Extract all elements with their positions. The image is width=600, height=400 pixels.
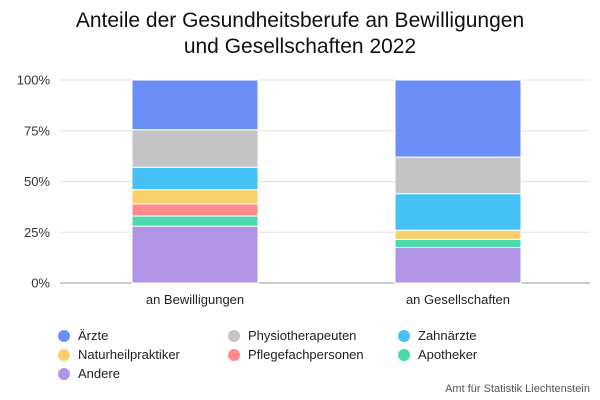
bar-segment xyxy=(131,166,259,191)
legend-swatch xyxy=(398,329,410,342)
x-axis-labels: an Bewilligungen an Gesellschaften xyxy=(146,292,510,307)
legend-swatch xyxy=(228,348,240,361)
y-tick-label: 25% xyxy=(24,225,50,240)
y-axis-ticks: 0% 25% 50% 75% 100% xyxy=(17,73,51,291)
legend-item: Physiotherapeuten xyxy=(228,327,398,344)
legend-swatch xyxy=(58,348,70,361)
y-tick-label: 50% xyxy=(24,174,50,189)
bar-segment xyxy=(131,189,259,205)
legend-label: Physiotherapeuten xyxy=(248,328,357,343)
y-tick-label: 100% xyxy=(17,73,51,88)
legend-item: Naturheilpraktiker xyxy=(58,346,228,363)
legend-swatch xyxy=(228,329,240,342)
x-category-label: an Gesellschaften xyxy=(406,292,510,307)
bar-segment xyxy=(131,225,259,284)
chart-title: Anteile der Gesundheitsberufe an Bewilli… xyxy=(0,8,600,60)
bar-segment xyxy=(394,79,522,158)
legend-item: Andere xyxy=(58,365,228,382)
bar-segment xyxy=(131,79,259,131)
legend-swatch xyxy=(58,329,70,342)
bar-segment xyxy=(394,193,522,231)
legend-label: Apotheker xyxy=(418,347,478,362)
legend-swatch xyxy=(58,367,70,380)
legend-item: Apotheker xyxy=(398,346,568,363)
source-note: Amt für Statistik Liechtenstein xyxy=(445,383,590,395)
legend: Ärzte Physiotherapeuten Zahnärzte Naturheil… xyxy=(58,327,578,382)
bar-segment xyxy=(394,246,522,284)
bar-segment xyxy=(394,229,522,240)
legend-label: Ärzte xyxy=(78,328,109,343)
legend-label: Zahnärzte xyxy=(418,328,477,343)
bars xyxy=(131,79,522,284)
x-category-label: an Bewilligungen xyxy=(146,292,244,307)
bar-segment xyxy=(394,156,522,195)
chart-title-line-1: Anteile der Gesundheitsberufe an Bewilli… xyxy=(75,9,525,32)
bar-segment xyxy=(131,203,259,217)
legend-label: Naturheilpraktiker xyxy=(78,347,180,362)
legend-item: Pflegefachpersonen xyxy=(228,346,398,363)
legend-item: Zahnärzte xyxy=(398,327,568,344)
chart-title-line-2: und Gesellschaften 2022 xyxy=(183,35,417,58)
legend-label: Pflegefachpersonen xyxy=(248,347,364,362)
legend-item: Ärzte xyxy=(58,327,228,344)
y-tick-label: 75% xyxy=(24,123,50,138)
legend-label: Andere xyxy=(78,366,120,381)
bar-segment xyxy=(131,129,259,168)
bar-segment xyxy=(131,215,259,227)
bar-segment xyxy=(394,238,522,248)
y-tick-label: 0% xyxy=(31,276,50,291)
legend-swatch xyxy=(398,348,410,361)
